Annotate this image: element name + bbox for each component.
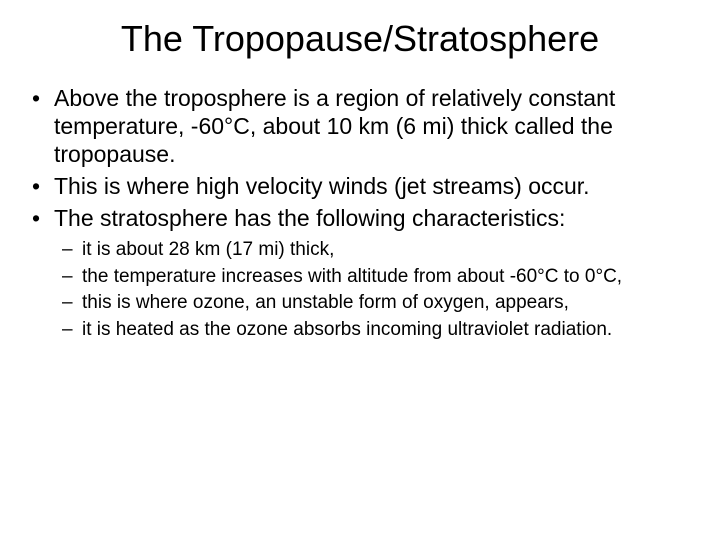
sub-bullet-list: it is about 28 km (17 mi) thick, the tem… (20, 238, 700, 341)
sub-bullet-item: this is where ozone, an unstable form of… (20, 291, 700, 315)
sub-bullet-item: the temperature increases with altitude … (20, 265, 700, 289)
bullet-item: The stratosphere has the following chara… (20, 204, 700, 232)
slide-title: The Tropopause/Stratosphere (20, 18, 700, 60)
sub-bullet-item: it is heated as the ozone absorbs incomi… (20, 318, 700, 342)
bullet-item: Above the troposphere is a region of rel… (20, 84, 700, 168)
slide-container: The Tropopause/Stratosphere Above the tr… (0, 0, 720, 540)
main-bullet-list: Above the troposphere is a region of rel… (20, 84, 700, 232)
sub-bullet-item: it is about 28 km (17 mi) thick, (20, 238, 700, 262)
bullet-item: This is where high velocity winds (jet s… (20, 172, 700, 200)
